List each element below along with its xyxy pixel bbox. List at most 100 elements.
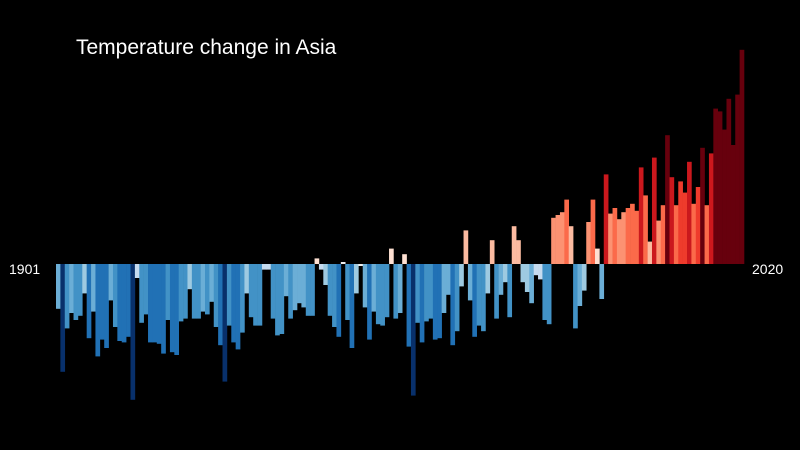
bar-1968 <box>349 264 355 348</box>
start-year-label: 1901 <box>9 261 40 277</box>
bar-2006 <box>516 240 521 264</box>
bar-1942 <box>235 264 241 350</box>
bar-1902 <box>60 264 66 372</box>
bar-1906 <box>77 264 83 316</box>
bar-1911 <box>99 264 105 340</box>
bar-2000 <box>489 240 495 264</box>
bar-2047 <box>695 187 701 264</box>
bar-1964 <box>332 264 337 327</box>
bar-1988 <box>437 264 442 339</box>
bar-2021 <box>581 264 587 291</box>
bar-1991 <box>450 264 456 346</box>
bar-series <box>56 49 745 400</box>
bar-1970 <box>358 264 364 266</box>
bar-2053 <box>722 129 727 264</box>
bar-2017 <box>564 199 570 264</box>
bar-1947 <box>257 264 263 326</box>
bar-1977 <box>389 248 394 264</box>
bar-1903 <box>64 264 70 329</box>
bar-1921 <box>143 264 149 315</box>
bar-1938 <box>218 264 223 346</box>
bar-1941 <box>231 264 236 343</box>
bar-2001 <box>494 264 499 319</box>
bar-2029 <box>616 219 622 264</box>
bar-1927 <box>169 264 175 353</box>
bar-1973 <box>371 264 377 312</box>
bar-1987 <box>432 264 438 340</box>
bar-1984 <box>419 264 425 343</box>
bar-2030 <box>621 212 626 264</box>
bar-1992 <box>454 264 460 332</box>
bar-2003 <box>502 264 508 283</box>
bar-1994 <box>463 230 469 264</box>
bar-1913 <box>108 264 114 301</box>
bar-2041 <box>669 177 675 264</box>
bar-1908 <box>86 264 92 339</box>
bar-2025 <box>599 264 605 299</box>
bar-1971 <box>362 264 368 308</box>
bar-1966 <box>340 262 346 264</box>
bar-2010 <box>533 264 539 276</box>
bar-1956 <box>297 264 302 304</box>
bar-1990 <box>446 264 451 295</box>
bar-1996 <box>472 264 477 337</box>
bar-1986 <box>428 264 434 319</box>
bar-1945 <box>248 264 254 318</box>
bar-2055 <box>730 145 736 264</box>
bar-1912 <box>104 264 109 348</box>
bar-1909 <box>91 264 96 312</box>
bar-1917 <box>126 264 131 337</box>
bar-1955 <box>292 264 298 311</box>
bar-1959 <box>310 264 315 316</box>
bar-2032 <box>630 203 635 264</box>
bar-1939 <box>222 264 228 382</box>
bar-1935 <box>204 264 210 315</box>
bar-2011 <box>538 264 543 280</box>
bar-1928 <box>174 264 179 355</box>
bar-1960 <box>314 258 320 264</box>
bar-1910 <box>95 264 101 357</box>
bar-1950 <box>270 264 276 319</box>
bar-1979 <box>397 264 403 313</box>
bar-1978 <box>393 264 399 319</box>
bar-2043 <box>678 181 683 264</box>
bar-1915 <box>117 264 123 341</box>
bar-1919 <box>134 264 140 278</box>
bar-1951 <box>275 264 280 336</box>
bar-1962 <box>323 264 328 285</box>
bar-2033 <box>634 210 640 264</box>
bar-1922 <box>148 264 153 343</box>
bar-1989 <box>441 264 447 313</box>
bar-1998 <box>481 264 486 332</box>
bar-2009 <box>529 264 534 304</box>
bar-2018 <box>568 226 574 264</box>
bar-1983 <box>415 264 421 323</box>
end-year-label: 2020 <box>752 261 783 277</box>
bar-2008 <box>524 264 530 292</box>
bar-1930 <box>183 264 188 319</box>
bar-1997 <box>476 264 482 326</box>
bar-1933 <box>196 264 201 319</box>
bar-1954 <box>288 264 293 319</box>
bar-1932 <box>191 264 197 319</box>
bar-2037 <box>651 157 657 264</box>
bar-1916 <box>121 264 127 343</box>
bar-1934 <box>200 264 206 312</box>
bar-1967 <box>345 264 350 320</box>
bar-2034 <box>638 167 644 264</box>
bar-2016 <box>559 212 565 264</box>
bar-1952 <box>279 264 285 334</box>
chart-title: Temperature change in Asia <box>76 36 337 59</box>
bar-1907 <box>82 264 87 294</box>
bar-1920 <box>139 264 144 323</box>
bar-2040 <box>665 135 670 264</box>
bar-2048 <box>700 147 705 264</box>
bar-1965 <box>336 264 342 337</box>
bar-2057 <box>739 49 745 264</box>
bar-1969 <box>353 264 359 294</box>
bar-2012 <box>542 264 548 320</box>
bar-1953 <box>283 264 289 297</box>
bar-1985 <box>424 264 429 322</box>
bar-1961 <box>318 264 324 270</box>
